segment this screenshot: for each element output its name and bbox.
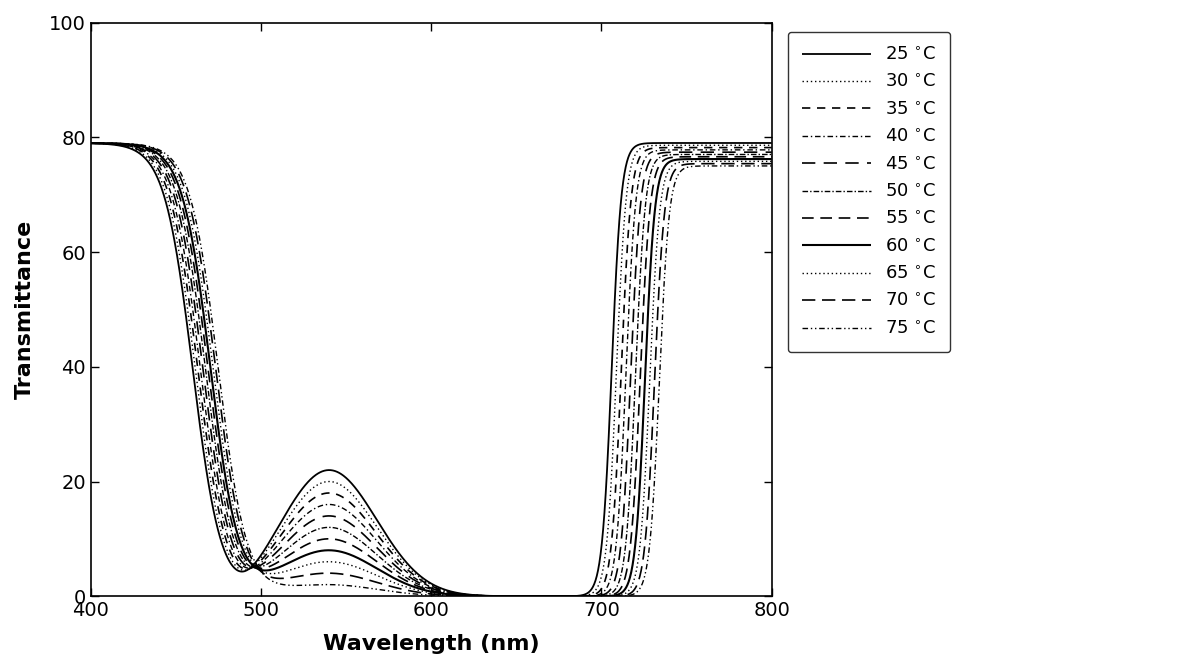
Legend: 25 $^{\circ}$C, 30 $^{\circ}$C, 35 $^{\circ}$C, 40 $^{\circ}$C, 45 $^{\circ}$C, : 25 $^{\circ}$C, 30 $^{\circ}$C, 35 $^{\c… <box>787 31 950 353</box>
X-axis label: Wavelength (nm): Wavelength (nm) <box>323 634 539 654</box>
Y-axis label: Transmittance: Transmittance <box>15 219 35 399</box>
